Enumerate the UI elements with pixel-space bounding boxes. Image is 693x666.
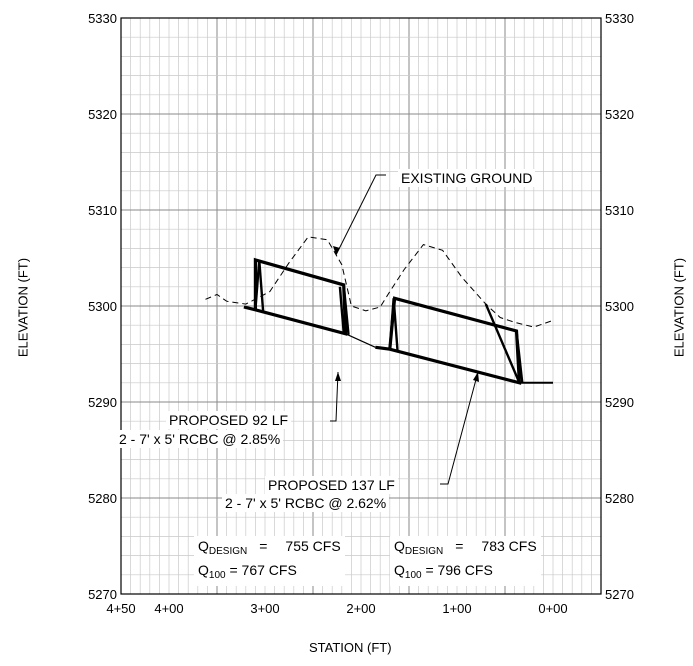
culvert-a-leader: [330, 371, 339, 422]
x-tick-label: 4+50: [106, 601, 135, 616]
culvert-b-label-line1: PROPOSED 137 LF: [265, 476, 398, 494]
culvert-a-label-line2: 2 - 7' x 5' RCBC @ 2.85%: [116, 430, 284, 448]
end-section-stroke: [338, 286, 345, 333]
culvert-a-label-line1: PROPOSED 92 LF: [166, 411, 292, 429]
y-tick-label-right: 5270: [605, 587, 634, 602]
right-axis-title: ELEVATION (FT): [671, 257, 687, 358]
existing-ground-label: EXISTING GROUND: [398, 169, 536, 187]
design-flow-left: QDESIGN = 755 CFS: [198, 538, 341, 557]
y-tick-label-right: 5330: [605, 11, 634, 26]
x-tick-label: 4+00: [154, 601, 183, 616]
x-tick-label: 0+00: [538, 601, 567, 616]
q100-flow-left: Q100 = 767 CFS: [198, 562, 297, 581]
existing-ground-leader: [335, 174, 386, 256]
y-tick-label-right: 5280: [605, 491, 634, 506]
culvert-b-label-line2: 2 - 7' x 5' RCBC @ 2.62%: [222, 494, 390, 512]
plot-frame: [120, 17, 602, 595]
y-tick-label-left: 5290: [88, 395, 117, 410]
y-tick-label-right: 5290: [605, 395, 634, 410]
y-tick-label-left: 5280: [88, 491, 117, 506]
end-section-stroke: [342, 284, 350, 335]
series-proposed-92-lf: [243, 257, 348, 336]
y-tick-label-right: 5300: [605, 299, 634, 314]
series-connecting-line: [345, 333, 376, 348]
series-existing-ground: [205, 236, 554, 328]
end-section-stroke: [388, 298, 395, 350]
design-flow-right: QDESIGN = 783 CFS: [394, 538, 537, 557]
x-tick-label: 3+00: [250, 601, 279, 616]
end-section-stroke: [254, 259, 261, 310]
x-tick-label: 2+00: [346, 601, 375, 616]
flow-box-left: QDESIGN = 755 CFS Q100 = 767 CFS: [194, 536, 345, 586]
culvert-b-arrowhead: [473, 372, 479, 382]
left-axis-title: ELEVATION (FT): [15, 257, 31, 358]
culvert-a-arrowhead: [335, 372, 341, 381]
y-tick-label-left: 5330: [88, 11, 117, 26]
q100-flow-right: Q100 = 796 CFS: [394, 562, 493, 581]
end-section-stroke: [484, 303, 521, 384]
y-tick-label-left: 5320: [88, 107, 117, 122]
x-axis-title: STATION (FT): [309, 640, 392, 655]
end-section-stroke: [258, 259, 265, 311]
y-tick-label-left: 5300: [88, 299, 117, 314]
y-tick-label-right: 5310: [605, 203, 634, 218]
flow-box-right: QDESIGN = 783 CFS Q100 = 796 CFS: [390, 536, 541, 586]
culvert-b-leader: [440, 371, 479, 485]
end-section-stroke: [515, 330, 524, 383]
y-tick-label-right: 5320: [605, 107, 634, 122]
x-tick-label: 1+00: [442, 601, 471, 616]
existing-ground-arrowhead: [333, 246, 340, 255]
y-tick-label-left: 5310: [88, 203, 117, 218]
end-section-stroke: [392, 298, 399, 351]
y-tick-label-left: 5270: [88, 587, 117, 602]
